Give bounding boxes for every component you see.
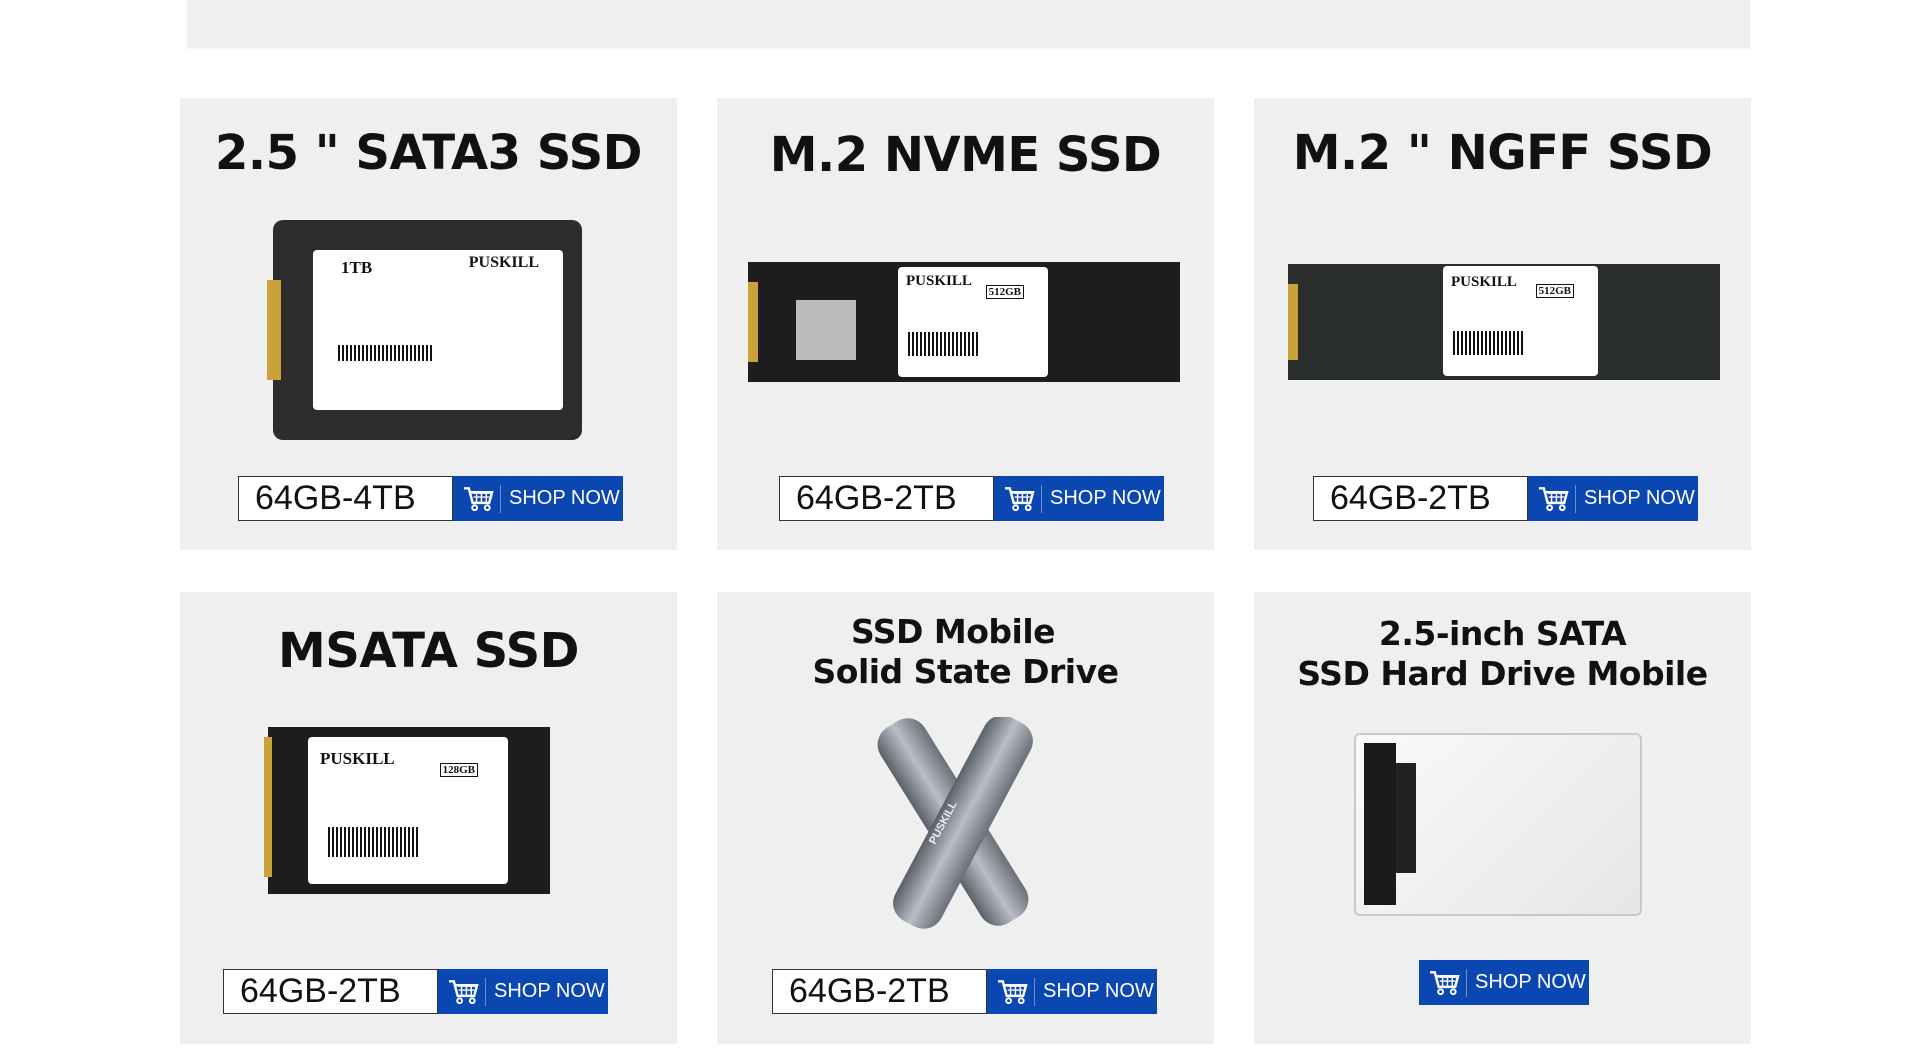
brand-logo: PUSKILL [320, 749, 395, 768]
product-card-ngff[interactable]: M.2 " NGFF SSD PUSKILL 512GB 64GB-2TB SH… [1254, 98, 1751, 550]
title-line: Solid State Drive [812, 652, 1120, 691]
shop-now-label: SHOP NOW [494, 980, 605, 1002]
title-line: 2.5-inch SATA [1378, 614, 1627, 653]
shopping-cart-icon [448, 977, 486, 1006]
product-card-msata[interactable]: MSATA SSD PUSKILL 128GB 64GB-2TB SHOP NO… [180, 592, 677, 1044]
title-line: SSD Mobile [850, 612, 1056, 651]
enclosure-image [1354, 733, 1642, 916]
nvme-ssd-image: PUSKILL 512GB [748, 262, 1180, 382]
shop-now-button[interactable]: SHOP NOW [987, 969, 1157, 1014]
capacity-label: 512GB [1535, 284, 1574, 298]
shopping-cart-icon [1004, 484, 1042, 513]
title-line: SSD Hard Drive Mobile [1297, 654, 1708, 693]
product-card-nvme[interactable]: M.2 NVME SSD PUSKILL 512GB 64GB-2TB SHOP… [717, 98, 1214, 550]
card-title: M.2 NVME SSD [769, 127, 1162, 183]
card-title: 2.5-inch SATA SSD Hard Drive Mobile [1254, 614, 1751, 694]
brand-logo: PUSKILL [1451, 274, 1517, 290]
product-card-enclosure[interactable]: 2.5-inch SATA SSD Hard Drive Mobile SHOP… [1254, 592, 1751, 1044]
capacity-label: 128GB [439, 763, 478, 777]
product-card-sata3[interactable]: 2.5 " SATA3 SSD 1TB PUSKILL 64GB-4TB SHO… [180, 98, 677, 550]
shop-now-label: SHOP NOW [509, 487, 620, 509]
capacity-range: 64GB-2TB [1313, 476, 1528, 521]
brand-logo: PUSKILL [468, 254, 539, 271]
shop-now-label: SHOP NOW [1584, 487, 1695, 509]
shopping-cart-icon [1429, 968, 1467, 997]
capacity-range: 64GB-2TB [772, 969, 987, 1014]
card-title: SSD Mobile Solid State Drive [717, 612, 1214, 692]
shopping-cart-icon [997, 977, 1035, 1006]
ngff-ssd-image: PUSKILL 512GB [1288, 264, 1720, 380]
capacity-range: 64GB-4TB [238, 476, 453, 521]
shop-now-button[interactable]: SHOP NOW [994, 476, 1164, 521]
msata-ssd-image: PUSKILL 128GB [264, 727, 550, 894]
shopping-cart-icon [463, 484, 501, 513]
top-banner [187, 0, 1750, 47]
product-card-mobile-ssd[interactable]: SSD Mobile Solid State Drive PUSKILL 64G… [717, 592, 1214, 1044]
shop-now-button[interactable]: SHOP NOW [453, 476, 623, 521]
capacity-label: 1TB [341, 258, 373, 277]
shop-now-button[interactable]: SHOP NOW [1528, 476, 1698, 521]
capacity-range: 64GB-2TB [779, 476, 994, 521]
card-title: M.2 " NGFF SSD [1292, 125, 1713, 181]
shopping-cart-icon [1538, 484, 1576, 513]
shop-now-button[interactable]: SHOP NOW [438, 969, 608, 1014]
card-title: MSATA SSD [278, 623, 579, 679]
shop-now-button[interactable]: SHOP NOW [1419, 960, 1589, 1005]
capacity-label: 512GB [985, 285, 1024, 299]
sata-ssd-image: 1TB PUSKILL [267, 220, 582, 440]
brand-logo: PUSKILL [906, 273, 972, 289]
card-title: 2.5 " SATA3 SSD [214, 125, 643, 181]
shop-now-label: SHOP NOW [1475, 971, 1586, 993]
mobile-ssd-image: PUSKILL [877, 717, 1033, 929]
shop-now-label: SHOP NOW [1043, 980, 1154, 1002]
shop-now-label: SHOP NOW [1050, 487, 1161, 509]
capacity-range: 64GB-2TB [223, 969, 438, 1014]
